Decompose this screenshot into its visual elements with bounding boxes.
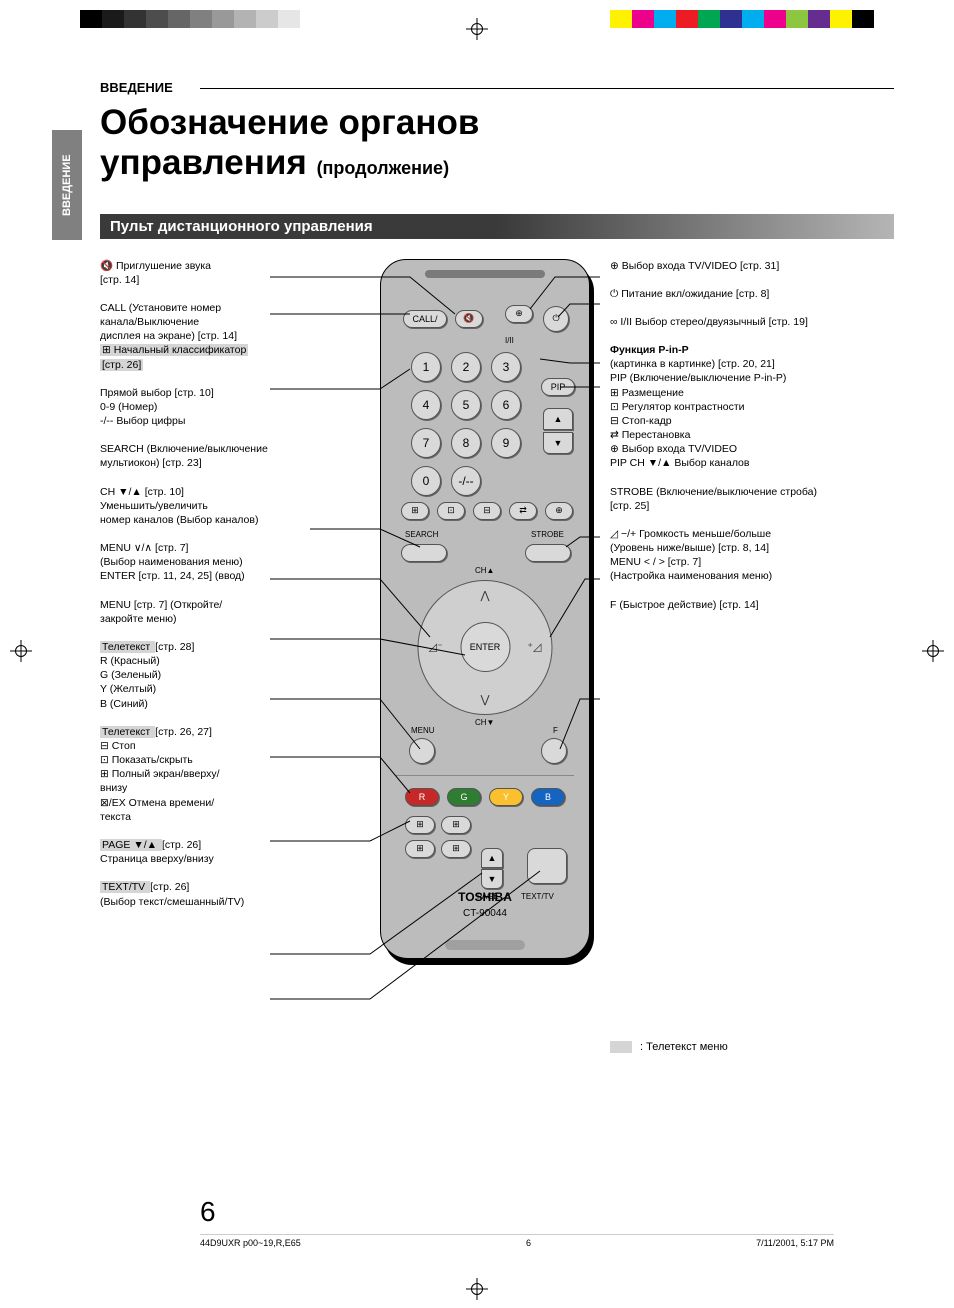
callout: ∞ I/II Выбор стерео/двуязычный [стр. 19] xyxy=(610,315,870,329)
callout: 🔇 Приглушение звука[стр. 14] xyxy=(100,259,360,287)
legend-swatch xyxy=(610,1041,632,1053)
callouts-right: ⊕ Выбор входа TV/VIDEO [стр. 31] ⏻ Питани… xyxy=(610,259,870,626)
footer-file: 44D9UXR p00~19,R,E65 xyxy=(200,1238,301,1248)
page-number: 6 xyxy=(200,1196,216,1228)
subheading: Пульт дистанционного управления xyxy=(100,214,894,239)
callout: CH ▼/▲ [стр. 10]Уменьшить/увеличитьномер… xyxy=(100,485,360,528)
callout: STROBE (Включение/выключение строба)[стр… xyxy=(610,485,870,513)
color-bar xyxy=(610,10,874,28)
registration-mark-bottom xyxy=(466,1278,488,1300)
callout: Телетекст [стр. 28]R (Красный)G (Зеленый… xyxy=(100,640,360,711)
registration-mark-right xyxy=(922,640,944,662)
registration-mark-top xyxy=(466,18,488,40)
title-line-2: управления xyxy=(100,143,307,182)
side-tab: ВВЕДЕНИЕ xyxy=(52,130,82,240)
callout: ⊕ Выбор входа TV/VIDEO [стр. 31] xyxy=(610,259,870,273)
main-title: Обозначение органов управления (продолже… xyxy=(100,103,894,184)
callout: TEXT/TV [стр. 26](Выбор текст/смешанный/… xyxy=(100,880,360,908)
section-label-text: ВВЕДЕНИЕ xyxy=(100,80,173,95)
section-label: ВВЕДЕНИЕ xyxy=(100,80,894,95)
callouts-left: 🔇 Приглушение звука[стр. 14] CALL (Устано… xyxy=(100,259,360,923)
registration-mark-left xyxy=(10,640,32,662)
callout: F (Быстрое действие) [стр. 14] xyxy=(610,598,870,612)
page-content: ВВЕДЕНИЕ Обозначение органов управления … xyxy=(100,80,894,1248)
title-line-1: Обозначение органов xyxy=(100,103,894,143)
diagram: CALL/ 🔇 ⊕ ⏻ I/II 1234567890-/-- PIP ▲ ▼ … xyxy=(100,259,894,1079)
callout: MENU [стр. 7] (Откройте/закройте меню) xyxy=(100,598,360,626)
callout: PAGE ▼/▲ [стр. 26]Страница вверху/внизу xyxy=(100,838,360,866)
callout: Функция P-in-P(картинка в картинке) [стр… xyxy=(610,343,870,471)
callout: Прямой выбор [стр. 10]0-9 (Номер)-/-- Вы… xyxy=(100,386,360,429)
legend-text: : Телетекст меню xyxy=(640,1041,728,1053)
callout: SEARCH (Включение/выключениемультиокон) … xyxy=(100,442,360,470)
callout: Телетекст [стр. 26, 27]⊟ Стоп⊡ Показать/… xyxy=(100,725,360,824)
callout: ⏻ Питание вкл/ожидание [стр. 8] xyxy=(610,287,870,301)
legend: : Телетекст меню xyxy=(610,1041,728,1053)
callout: CALL (Установите номерканала/Выключениед… xyxy=(100,301,360,372)
section-rule xyxy=(200,88,894,89)
callout: MENU ∨/∧ [стр. 7](Выбор наименования мен… xyxy=(100,541,360,584)
subtitle: (продолжение) xyxy=(317,158,450,178)
footer-date: 7/11/2001, 5:17 PM xyxy=(756,1238,834,1248)
footer-page: 6 xyxy=(526,1238,531,1248)
callout: ◿ −/+ Громкость меньше/больше(Уровень ни… xyxy=(610,527,870,584)
grayscale-bar xyxy=(80,10,322,28)
footer: 44D9UXR p00~19,R,E65 6 7/11/2001, 5:17 P… xyxy=(200,1234,834,1248)
